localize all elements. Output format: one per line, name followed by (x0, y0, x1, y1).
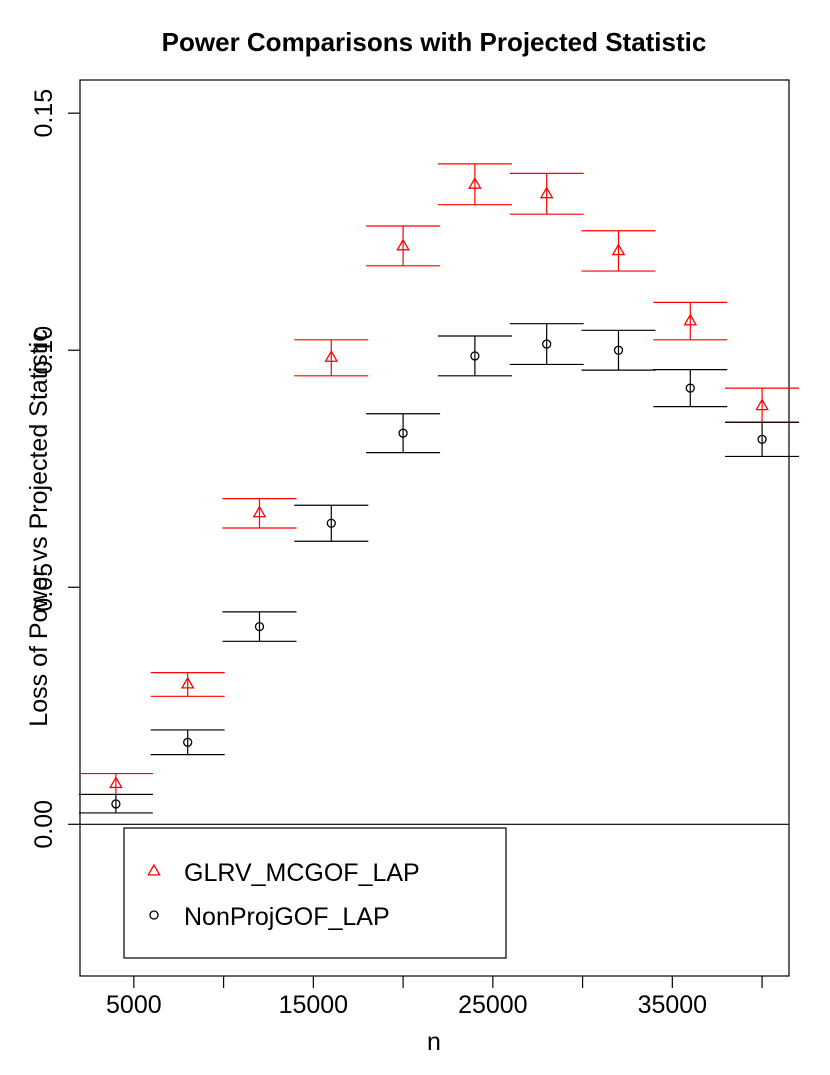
y-tick-label: 0.05 (30, 563, 58, 612)
series-nonproj (78, 323, 800, 814)
legend-label: GLRV_MCGOF_LAP (184, 859, 420, 887)
y-tick-label: 0.10 (30, 326, 58, 375)
circle-point (542, 339, 552, 349)
circle-point (398, 428, 408, 438)
triangle-point (468, 176, 482, 189)
triangle-point (396, 238, 410, 251)
circle-point (685, 383, 695, 393)
x-tick-label: 5000 (106, 991, 162, 1019)
circle-point (470, 351, 480, 361)
y-tick-label: 0.00 (30, 800, 58, 849)
circle-point (326, 518, 336, 528)
x-tick-label: 35000 (638, 991, 708, 1019)
circle-point (254, 621, 265, 632)
chart-title: Power Comparisons with Projected Statist… (162, 27, 707, 57)
x-tick-label: 15000 (279, 991, 349, 1019)
triangle-point (755, 398, 769, 411)
y-tick-label: 0.15 (30, 89, 58, 138)
triangle-point (611, 243, 626, 256)
legend: GLRV_MCGOF_LAP NonProjGOF_LAP (123, 827, 507, 959)
legend-triangle-icon (147, 863, 161, 876)
circle-point (183, 737, 193, 747)
x-axis: 5000 15000 25000 35000 (106, 976, 763, 1019)
circle-point (757, 434, 767, 444)
series-glrv (78, 163, 800, 796)
triangle-point (324, 350, 339, 362)
legend-circle-icon (149, 910, 159, 920)
circle-point (111, 799, 121, 809)
plot-box (79, 79, 790, 977)
x-tick-label: 25000 (458, 991, 528, 1019)
triangle-point (180, 676, 195, 689)
circle-point (613, 345, 624, 355)
triangle-point (539, 186, 554, 199)
triangle-point (109, 776, 123, 789)
y-axis-label: Loss of Power vs Projected Statistic (25, 329, 53, 726)
legend-label: NonProjGOF_LAP (184, 903, 390, 931)
triangle-point (252, 505, 267, 518)
x-axis-label: n (427, 1028, 441, 1056)
chart-marks (78, 163, 800, 814)
y-axis: 0.00 0.05 0.10 0.15 (30, 89, 80, 849)
legend-box (123, 827, 507, 959)
triangle-point (683, 313, 698, 326)
